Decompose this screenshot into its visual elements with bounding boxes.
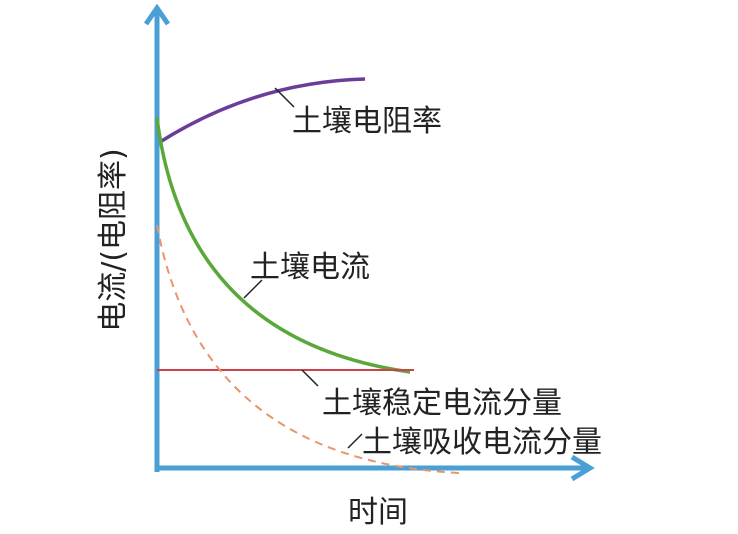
leader-line (301, 369, 319, 387)
label-soil-resistivity: 土壤电阻率 (292, 104, 442, 139)
leader-line (243, 279, 263, 299)
x-axis-arrow (570, 454, 595, 482)
y-axis-label: 电流/(电阻率) (96, 148, 131, 332)
x-axis-label: 时间 (348, 495, 408, 530)
soil-resistivity-curve (159, 77, 366, 144)
absorption-current-component-curve (156, 224, 461, 474)
leader-line (274, 87, 295, 108)
leader-line (347, 433, 363, 449)
leader-lines (243, 87, 363, 449)
label-soil-current: 土壤电流 (250, 250, 370, 285)
label-steady-current-component: 土壤稳定电流分量 (322, 386, 562, 421)
y-axis-arrow (143, 3, 171, 26)
soil-current-curve (155, 117, 411, 374)
label-absorption-current-component: 土壤吸收电流分量 (362, 425, 602, 460)
